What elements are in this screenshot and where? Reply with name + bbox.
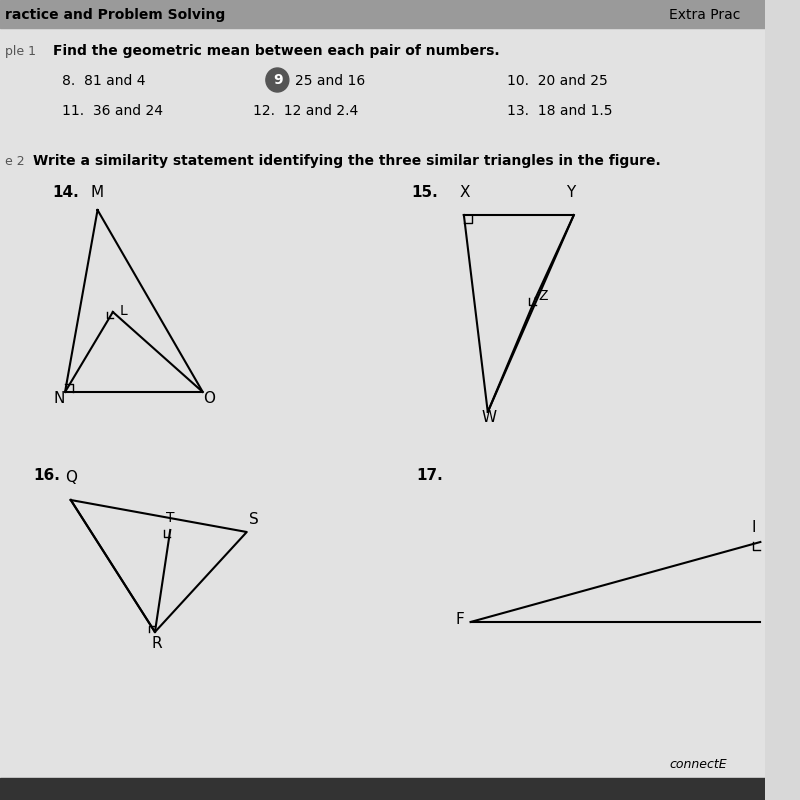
Text: ple 1: ple 1 <box>5 45 36 58</box>
Text: 10.  20 and 25: 10. 20 and 25 <box>507 74 608 88</box>
Text: connectE: connectE <box>670 758 727 771</box>
Text: 14.: 14. <box>53 185 79 200</box>
Text: e 2: e 2 <box>5 155 25 168</box>
Text: Extra Prac: Extra Prac <box>670 8 741 22</box>
Text: Y: Y <box>566 185 575 200</box>
Circle shape <box>266 68 289 92</box>
Text: ractice and Problem Solving: ractice and Problem Solving <box>5 8 225 22</box>
Text: 11.  36 and 24: 11. 36 and 24 <box>62 104 163 118</box>
Text: O: O <box>202 391 214 406</box>
Text: W: W <box>481 410 496 425</box>
Text: 17.: 17. <box>416 468 442 483</box>
Text: M: M <box>91 185 104 200</box>
Text: Z: Z <box>538 289 548 303</box>
Text: Write a similarity statement identifying the three similar triangles in the figu: Write a similarity statement identifying… <box>34 154 662 168</box>
Text: S: S <box>249 512 258 527</box>
Text: Q: Q <box>65 470 77 485</box>
Text: 25 and 16: 25 and 16 <box>294 74 365 88</box>
Text: T: T <box>166 511 175 525</box>
Text: 15.: 15. <box>411 185 438 200</box>
Text: 13.  18 and 1.5: 13. 18 and 1.5 <box>507 104 612 118</box>
Text: 8.  81 and 4: 8. 81 and 4 <box>62 74 146 88</box>
Text: X: X <box>459 185 470 200</box>
Text: F: F <box>455 612 464 627</box>
Text: 9: 9 <box>274 73 283 87</box>
Text: 12.  12 and 2.4: 12. 12 and 2.4 <box>254 104 358 118</box>
Text: N: N <box>54 391 65 406</box>
Text: I: I <box>752 520 756 535</box>
Text: 16.: 16. <box>34 468 60 483</box>
Text: R: R <box>151 636 162 651</box>
Text: Find the geometric mean between each pair of numbers.: Find the geometric mean between each pai… <box>53 44 499 58</box>
Bar <box>0 0 765 28</box>
Bar <box>0 778 765 800</box>
Text: L: L <box>119 304 127 318</box>
